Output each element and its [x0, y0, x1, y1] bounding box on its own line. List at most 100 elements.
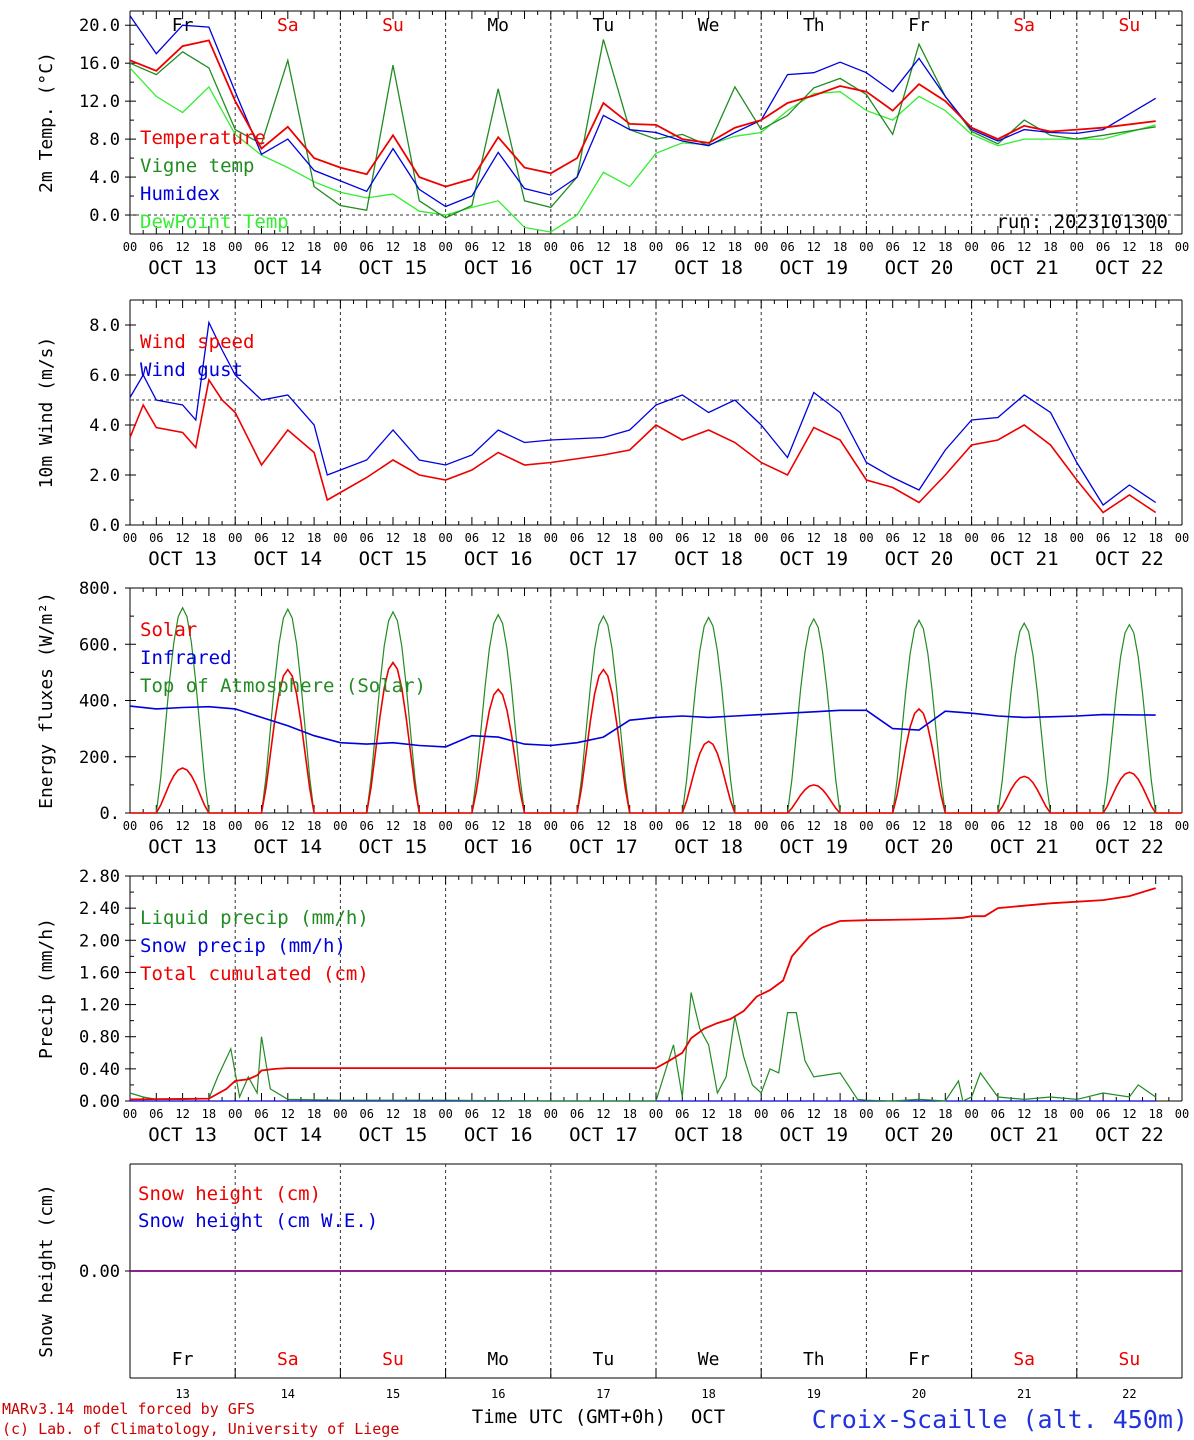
hour-tick-label: 06 [1096, 819, 1110, 833]
hour-tick-label: 12 [807, 240, 821, 254]
series-line-wind-speed [129, 377, 1157, 514]
hour-tick-label: 12 [912, 1107, 926, 1121]
hour-tick-label: 00 [333, 819, 347, 833]
hour-tick-label: 06 [885, 819, 899, 833]
hour-tick-label: 00 [649, 240, 663, 254]
day-name-label: Mo [487, 1349, 509, 1370]
day-name-label: Su [1119, 1349, 1141, 1370]
hour-tick-label: 00 [964, 240, 978, 254]
date-label: OCT 13 [148, 548, 217, 570]
day-number-label: 15 [386, 1387, 400, 1401]
hour-tick-label: 12 [1122, 240, 1136, 254]
hour-tick-label: 00 [228, 1107, 242, 1121]
hour-tick-label: 12 [596, 531, 610, 545]
date-label: OCT 15 [359, 257, 428, 279]
y-tick-label: 0.00 [79, 1262, 120, 1282]
hour-tick-label: 12 [491, 240, 505, 254]
legend-entry: Wind speed [140, 331, 254, 353]
hour-tick-label: 06 [1096, 1107, 1110, 1121]
day-name-label: Sa [277, 15, 299, 36]
day-name-label: Sa [1013, 1349, 1035, 1370]
day-name-label: We [698, 15, 720, 36]
hour-tick-label: 18 [833, 240, 847, 254]
panel-1: 00 06 12 18 00 06 12 18 00 06 12 18 00 06 12 18 00 06 12 18… [36, 299, 1189, 570]
hour-tick-label: 06 [991, 1107, 1005, 1121]
hour-tick-label: 18 [728, 240, 742, 254]
hour-tick-label: 18 [307, 531, 321, 545]
hour-tick-label: 12 [386, 1107, 400, 1121]
hour-tick-label: 18 [307, 1107, 321, 1121]
date-label: OCT 21 [990, 836, 1059, 858]
hour-tick-label: 06 [780, 240, 794, 254]
hour-tick-label: 06 [359, 531, 373, 545]
hour-tick-label: 06 [991, 240, 1005, 254]
hour-tick-label: 06 [254, 819, 268, 833]
hour-tick-label: 00 [333, 1107, 347, 1121]
hour-tick-label: 00 [438, 531, 452, 545]
hour-tick-label: 00 [754, 1107, 768, 1121]
series-line-solar [130, 661, 1182, 814]
hour-tick-label: 12 [491, 531, 505, 545]
date-label: OCT 18 [674, 257, 743, 279]
hour-tick-label: 18 [202, 531, 216, 545]
y-axis-title: Precip (mm/h) [36, 918, 57, 1059]
hour-tick-label: 06 [149, 819, 163, 833]
hour-tick-label: 18 [622, 819, 636, 833]
hour-tick-label: 06 [675, 531, 689, 545]
y-tick-label: 1.20 [79, 996, 120, 1016]
y-tick-label: 2.40 [79, 899, 120, 919]
y-tick-label: 0.0 [89, 516, 120, 536]
day-name-label: We [698, 1349, 720, 1370]
hour-tick-label: 18 [1043, 531, 1057, 545]
hour-tick-label: 18 [1148, 819, 1162, 833]
date-label: OCT 14 [253, 836, 322, 858]
series-line-humidex [129, 15, 1157, 208]
date-label: OCT 20 [885, 1124, 954, 1146]
hour-tick-label: 06 [675, 240, 689, 254]
hour-tick-label: 12 [281, 819, 295, 833]
hour-tick-label: 18 [938, 240, 952, 254]
hour-tick-label: 00 [228, 240, 242, 254]
date-label: OCT 18 [674, 548, 743, 570]
date-label: OCT 16 [464, 836, 533, 858]
legend-entry: Temperature [140, 127, 266, 149]
hour-tick-label: 00 [859, 1107, 873, 1121]
date-label: OCT 15 [359, 548, 428, 570]
y-tick-label: 2.80 [79, 867, 120, 887]
date-label: OCT 16 [464, 548, 533, 570]
hour-tick-label: 12 [491, 1107, 505, 1121]
series-line-temperature [129, 39, 1156, 188]
y-tick-label: 800. [79, 579, 120, 599]
y-tick-label: 20.0 [79, 16, 120, 36]
hour-tick-label: 12 [807, 1107, 821, 1121]
hour-tick-label: 00 [964, 1107, 978, 1121]
hour-tick-label: 12 [175, 240, 189, 254]
date-label: OCT 14 [253, 257, 322, 279]
hour-tick-label: 12 [701, 531, 715, 545]
y-tick-label: 8.0 [89, 316, 120, 336]
hour-tick-label: 00 [438, 1107, 452, 1121]
hour-tick-label: 06 [1096, 531, 1110, 545]
hour-tick-label: 00 [649, 531, 663, 545]
date-label: OCT 21 [990, 257, 1059, 279]
hour-tick-label: 18 [622, 240, 636, 254]
hour-tick-label: 00 [123, 531, 137, 545]
date-label: OCT 18 [674, 1124, 743, 1146]
hour-tick-label: 18 [412, 1107, 426, 1121]
y-tick-label: 2.00 [79, 931, 120, 951]
legend-entry: Snow precip (mm/h) [140, 935, 346, 957]
day-number-label: 20 [912, 1387, 926, 1401]
date-label: OCT 13 [148, 836, 217, 858]
station-name: Croix-Scaille (alt. 450m) [812, 1405, 1188, 1434]
hour-tick-label: 18 [833, 1107, 847, 1121]
hour-tick-label: 12 [491, 819, 505, 833]
date-label: OCT 15 [359, 836, 428, 858]
hour-tick-label: 06 [254, 531, 268, 545]
date-label: OCT 19 [779, 548, 848, 570]
hour-tick-label: 00 [1175, 819, 1189, 833]
hour-tick-label: 12 [596, 240, 610, 254]
hour-tick-label: 06 [991, 531, 1005, 545]
hour-tick-label: 00 [1070, 819, 1084, 833]
y-tick-label: 16.0 [79, 54, 120, 74]
day-name-label: Tu [593, 15, 615, 36]
